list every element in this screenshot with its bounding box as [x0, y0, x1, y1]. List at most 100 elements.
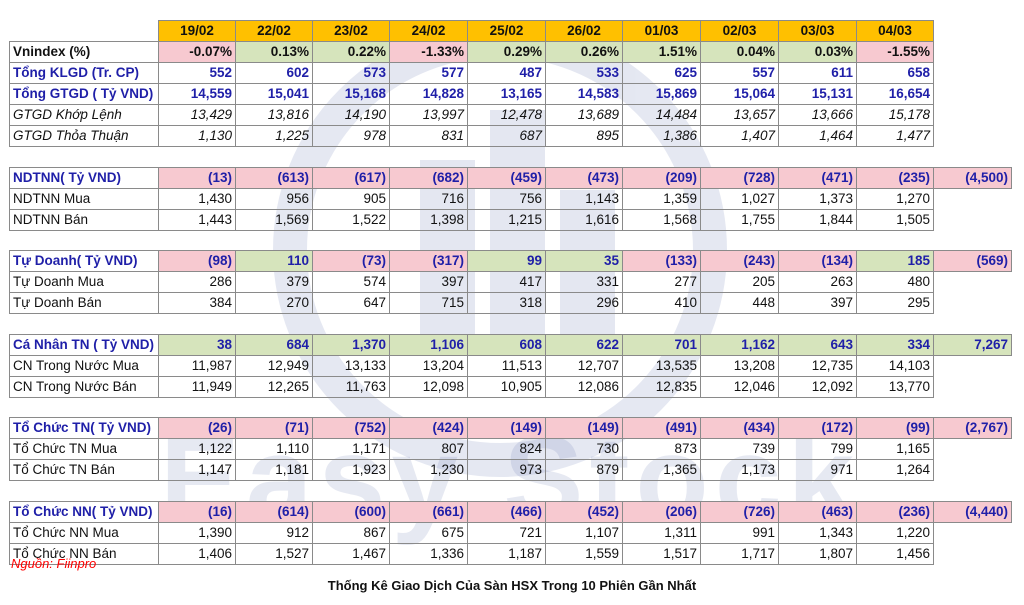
value-cell: 716	[389, 187, 468, 210]
date-header: 01/03	[622, 20, 701, 42]
hsx-statistics-table: 19/02 22/02 23/02 24/02 25/02 26/02 01/03 02/03…	[9, 20, 1012, 565]
value-cell: 701	[622, 333, 701, 356]
value-cell: 410	[622, 292, 701, 314]
value-cell: 625	[622, 62, 701, 84]
spacer-cell	[545, 146, 623, 168]
table-row: Cá Nhân TN ( Tỷ VND) 38 684 1,370 1,106 608 62…	[9, 333, 1012, 356]
spacer-cell	[622, 480, 701, 502]
row-label: NDTNN Bán	[9, 208, 159, 231]
spacer-row	[9, 146, 1012, 168]
value-cell: (728)	[700, 166, 779, 189]
value-cell: 912	[235, 521, 313, 544]
value-cell: 12,949	[235, 354, 313, 377]
value-cell: 1,456	[856, 542, 934, 565]
date-header: 25/02	[467, 20, 546, 42]
value-cell: 448	[700, 292, 779, 314]
value-cell: 397	[778, 292, 857, 314]
spacer-cell	[778, 396, 857, 418]
value-cell: 1,264	[856, 459, 934, 481]
spacer-cell	[9, 480, 159, 502]
value-cell: 417	[467, 271, 546, 293]
value-cell: 1,559	[545, 542, 623, 565]
spacer-cell	[158, 313, 236, 335]
value-cell: 1,220	[856, 521, 934, 544]
value-cell: 13,770	[856, 375, 934, 398]
value-cell: (661)	[389, 500, 468, 523]
value-cell: 13,429	[158, 104, 236, 126]
value-cell: 15,178	[856, 104, 934, 126]
spacer-cell	[312, 480, 390, 502]
value-cell: 1,407	[700, 125, 779, 147]
row-label: GTGD Thỏa Thuận	[9, 125, 159, 147]
row-label: Tổ Chức TN( Tỷ VND)	[9, 417, 159, 439]
total-cell-empty	[933, 292, 1012, 314]
value-cell: 0.03%	[778, 41, 857, 63]
value-cell: 14,559	[158, 83, 236, 105]
value-cell: (236)	[856, 500, 934, 523]
value-cell: (471)	[778, 166, 857, 189]
value-cell: 1,923	[312, 459, 390, 481]
date-header: 24/02	[389, 20, 468, 42]
value-cell: 873	[622, 438, 701, 460]
value-cell: 12,265	[235, 375, 313, 398]
value-cell: 971	[778, 459, 857, 481]
value-cell: (149)	[467, 417, 546, 439]
value-cell: 577	[389, 62, 468, 84]
spacer-cell	[622, 229, 701, 251]
value-cell: 1,171	[312, 438, 390, 460]
value-cell: 35	[545, 250, 623, 272]
value-cell: 15,131	[778, 83, 857, 105]
spacer-cell	[700, 396, 779, 418]
total-cell: 7,267	[933, 333, 1012, 356]
table-row: Tổ Chức NN( Tỷ VND) (16) (614) (600) (661) (4…	[9, 500, 1012, 523]
row-label: NDTNN Mua	[9, 187, 159, 210]
value-cell: 13,535	[622, 354, 701, 377]
value-cell: 1,386	[622, 125, 701, 147]
value-cell: 1,230	[389, 459, 468, 481]
table-row: Tổ Chức TN( Tỷ VND) (26) (71) (752) (424) (14…	[9, 417, 1012, 439]
value-cell: 12,092	[778, 375, 857, 398]
total-cell-empty	[933, 522, 1012, 543]
value-cell: -0.07%	[158, 41, 236, 63]
total-cell-empty	[933, 104, 1012, 126]
value-cell: 11,763	[312, 375, 390, 398]
value-cell: (26)	[158, 417, 236, 439]
value-cell: 13,657	[700, 104, 779, 126]
date-header: 02/03	[700, 20, 779, 42]
total-cell-empty	[933, 83, 1012, 105]
spacer-cell	[235, 146, 313, 168]
value-cell: (13)	[158, 166, 236, 189]
value-cell: 1,443	[158, 208, 236, 231]
value-cell: 0.22%	[312, 41, 390, 63]
value-cell: 0.13%	[235, 41, 313, 63]
value-cell: (172)	[778, 417, 857, 439]
value-cell: 533	[545, 62, 623, 84]
row-label: NDTNN( Tỷ VND)	[9, 166, 159, 189]
spacer-cell	[158, 396, 236, 418]
spacer-cell	[9, 229, 159, 251]
value-cell: 1,373	[778, 187, 857, 210]
value-cell: (73)	[312, 250, 390, 272]
value-cell: 295	[856, 292, 934, 314]
value-cell: 715	[389, 292, 468, 314]
value-cell: 14,828	[389, 83, 468, 105]
value-cell: (16)	[158, 500, 236, 523]
value-cell: 721	[467, 521, 546, 544]
row-label: Tổ Chức NN( Tỷ VND)	[9, 500, 159, 523]
value-cell: (752)	[312, 417, 390, 439]
value-cell: 1,107	[545, 521, 623, 544]
value-cell: 334	[856, 333, 934, 356]
value-cell: (614)	[235, 500, 313, 523]
value-cell: -1.33%	[389, 41, 468, 63]
value-cell: 739	[700, 438, 779, 460]
spacer-cell	[778, 480, 857, 502]
value-cell: 1,517	[622, 542, 701, 565]
date-header: 19/02	[158, 20, 236, 42]
spacer-cell	[934, 397, 1012, 418]
spacer-cell	[778, 313, 857, 335]
spacer-cell	[389, 146, 468, 168]
value-cell: 99	[467, 250, 546, 272]
spacer-cell	[856, 396, 934, 418]
value-cell: 1,406	[158, 542, 236, 565]
value-cell: 277	[622, 271, 701, 293]
